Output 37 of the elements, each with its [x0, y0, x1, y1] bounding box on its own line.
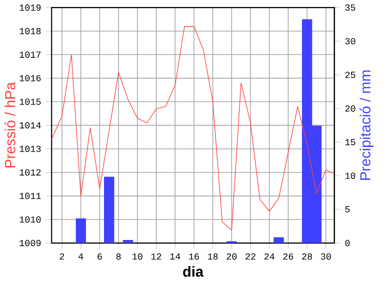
x-tick-label: 22 — [246, 254, 256, 260]
y2-tick-label: 15 — [345, 139, 356, 146]
y-tick-label: 1017 — [20, 52, 41, 58]
y-tick-label: 1010 — [20, 216, 41, 223]
y2-tick-label: 30 — [345, 38, 356, 44]
x-tick-label: 16 — [189, 254, 199, 260]
y2-tick-label: 5 — [345, 206, 350, 213]
y-tick-label: 1013 — [20, 146, 41, 152]
x-tick-label: 26 — [283, 254, 294, 260]
y2-tick-label: 25 — [345, 72, 356, 78]
y-tick-label: 1016 — [20, 75, 41, 82]
x-tick-label: 20 — [226, 254, 237, 260]
y-tick-label: 1018 — [20, 28, 41, 34]
y-tick-label: 1019 — [20, 4, 41, 11]
x-tick-label: 4 — [78, 254, 84, 260]
y-tick-label: 1014 — [20, 122, 41, 129]
x-tick-label: 18 — [208, 254, 218, 260]
y-tick-label: 1011 — [20, 192, 41, 200]
x-tick-label: 24 — [264, 254, 274, 260]
y-axis-title: Pressió / hPa — [4, 82, 16, 168]
y-tick-label: 1009 — [20, 240, 41, 246]
x-tick-label: 6 — [98, 254, 102, 260]
y2-axis-title: Precipitació / mm — [360, 70, 374, 180]
y-tick-label: 1012 — [20, 169, 41, 176]
x-tick-label: 12 — [151, 254, 162, 260]
y2-tick-label: 10 — [345, 172, 356, 180]
y2-tick-label: 0 — [345, 240, 350, 246]
x-axis-title: dia — [183, 266, 204, 277]
y2-tick-label: 20 — [345, 106, 356, 112]
y2-tick-label: 35 — [345, 4, 356, 11]
x-tick-label: 2 — [60, 254, 64, 260]
x-tick-label: 14 — [170, 254, 180, 260]
x-tick-label: 30 — [320, 254, 331, 260]
x-tick-label: 28 — [302, 254, 312, 260]
x-tick-label: 10 — [132, 254, 142, 260]
x-tick-label: 8 — [116, 254, 121, 260]
y-tick-label: 1015 — [20, 98, 41, 106]
